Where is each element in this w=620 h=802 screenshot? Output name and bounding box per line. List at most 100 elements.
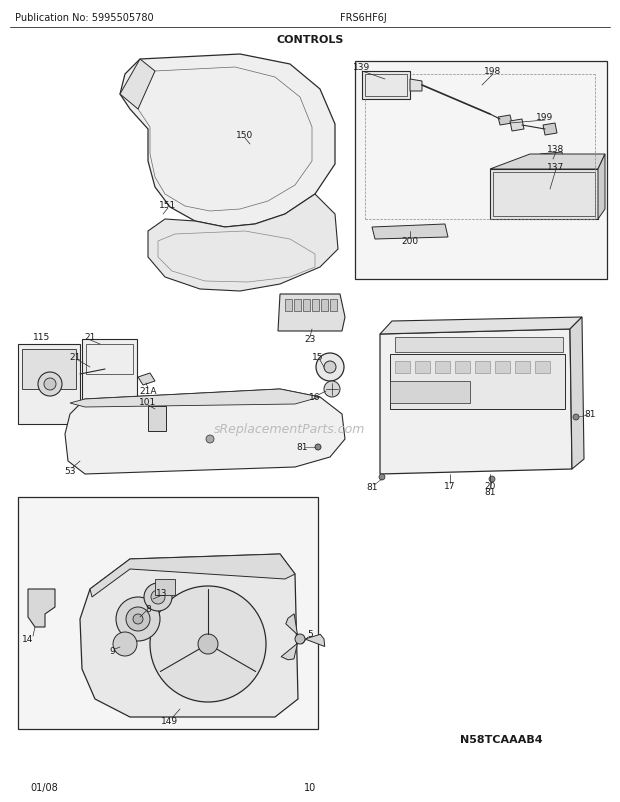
Polygon shape bbox=[490, 170, 598, 220]
Polygon shape bbox=[90, 554, 295, 597]
Bar bbox=[535, 362, 550, 374]
Bar bbox=[22, 350, 76, 390]
Bar bbox=[321, 300, 328, 312]
Polygon shape bbox=[138, 374, 155, 386]
Text: 150: 150 bbox=[236, 131, 254, 140]
Circle shape bbox=[150, 586, 266, 702]
Polygon shape bbox=[570, 318, 584, 469]
Polygon shape bbox=[120, 60, 155, 110]
Bar bbox=[18, 497, 318, 729]
Circle shape bbox=[324, 362, 336, 374]
Text: 101: 101 bbox=[140, 398, 157, 407]
Bar bbox=[148, 407, 166, 431]
Text: 81: 81 bbox=[584, 410, 596, 419]
Circle shape bbox=[126, 607, 150, 631]
Text: 139: 139 bbox=[353, 63, 371, 72]
Text: 200: 200 bbox=[401, 237, 418, 246]
Polygon shape bbox=[286, 614, 298, 635]
Polygon shape bbox=[148, 195, 338, 292]
Text: 53: 53 bbox=[64, 467, 76, 476]
Text: 13: 13 bbox=[156, 589, 168, 597]
Bar bbox=[475, 362, 490, 374]
Circle shape bbox=[489, 476, 495, 482]
Text: 17: 17 bbox=[445, 482, 456, 491]
Circle shape bbox=[113, 632, 137, 656]
Bar bbox=[312, 300, 319, 312]
Bar bbox=[515, 362, 530, 374]
Bar bbox=[395, 338, 563, 353]
Polygon shape bbox=[372, 225, 448, 240]
Bar bbox=[330, 300, 337, 312]
Circle shape bbox=[206, 435, 214, 444]
Text: sReplacementParts.com: sReplacementParts.com bbox=[215, 423, 366, 436]
Circle shape bbox=[315, 444, 321, 451]
Text: 21: 21 bbox=[84, 333, 95, 342]
Bar bbox=[82, 339, 137, 404]
Circle shape bbox=[151, 590, 165, 604]
Polygon shape bbox=[65, 390, 345, 475]
Bar bbox=[455, 362, 470, 374]
Bar bbox=[390, 354, 565, 410]
Circle shape bbox=[379, 475, 385, 480]
Polygon shape bbox=[540, 153, 564, 167]
Text: 20: 20 bbox=[484, 482, 495, 491]
Text: 15: 15 bbox=[312, 353, 324, 362]
Text: Publication No: 5995505780: Publication No: 5995505780 bbox=[15, 13, 154, 23]
Text: 21: 21 bbox=[69, 353, 81, 362]
Bar bbox=[355, 62, 607, 280]
Polygon shape bbox=[510, 119, 524, 132]
Text: 115: 115 bbox=[33, 333, 51, 342]
Text: 199: 199 bbox=[536, 113, 554, 123]
Polygon shape bbox=[80, 554, 298, 717]
Text: 138: 138 bbox=[547, 145, 565, 154]
Text: 81: 81 bbox=[366, 483, 378, 492]
Text: 137: 137 bbox=[547, 164, 565, 172]
Text: 81: 81 bbox=[296, 443, 308, 452]
Bar bbox=[415, 362, 430, 374]
Polygon shape bbox=[598, 155, 605, 220]
Circle shape bbox=[144, 583, 172, 611]
Text: 151: 151 bbox=[159, 200, 177, 209]
Polygon shape bbox=[380, 318, 582, 334]
Polygon shape bbox=[70, 390, 320, 407]
Circle shape bbox=[44, 379, 56, 391]
Text: 5: 5 bbox=[307, 630, 313, 638]
Circle shape bbox=[198, 634, 218, 654]
Bar bbox=[395, 362, 410, 374]
Text: 23: 23 bbox=[304, 335, 316, 344]
Text: 198: 198 bbox=[484, 67, 502, 76]
Text: 01/08: 01/08 bbox=[30, 782, 58, 792]
Circle shape bbox=[316, 354, 344, 382]
Polygon shape bbox=[305, 634, 325, 646]
Circle shape bbox=[295, 634, 305, 644]
Bar bbox=[294, 300, 301, 312]
Bar bbox=[435, 362, 450, 374]
Circle shape bbox=[116, 597, 160, 642]
Polygon shape bbox=[120, 55, 335, 228]
Circle shape bbox=[573, 415, 579, 420]
Text: 16: 16 bbox=[309, 393, 321, 402]
Polygon shape bbox=[380, 330, 572, 475]
Text: 8: 8 bbox=[145, 605, 151, 614]
Polygon shape bbox=[490, 155, 605, 170]
Circle shape bbox=[38, 373, 62, 396]
Text: N58TCAAAB4: N58TCAAAB4 bbox=[460, 734, 542, 744]
Polygon shape bbox=[410, 80, 422, 92]
Text: CONTROLS: CONTROLS bbox=[277, 35, 343, 45]
Polygon shape bbox=[28, 589, 55, 627]
Bar bbox=[18, 345, 80, 424]
Text: 10: 10 bbox=[304, 782, 316, 792]
Polygon shape bbox=[498, 115, 512, 126]
Bar bbox=[495, 362, 510, 374]
Text: 149: 149 bbox=[161, 717, 179, 726]
Bar bbox=[86, 345, 133, 375]
Text: 14: 14 bbox=[22, 634, 33, 644]
Text: 81: 81 bbox=[484, 488, 496, 497]
Polygon shape bbox=[543, 124, 557, 136]
Text: 9: 9 bbox=[109, 646, 115, 656]
Bar bbox=[390, 382, 470, 403]
Text: FRS6HF6J: FRS6HF6J bbox=[340, 13, 387, 23]
Circle shape bbox=[133, 614, 143, 624]
Text: 21A: 21A bbox=[140, 387, 157, 396]
Polygon shape bbox=[278, 294, 345, 331]
